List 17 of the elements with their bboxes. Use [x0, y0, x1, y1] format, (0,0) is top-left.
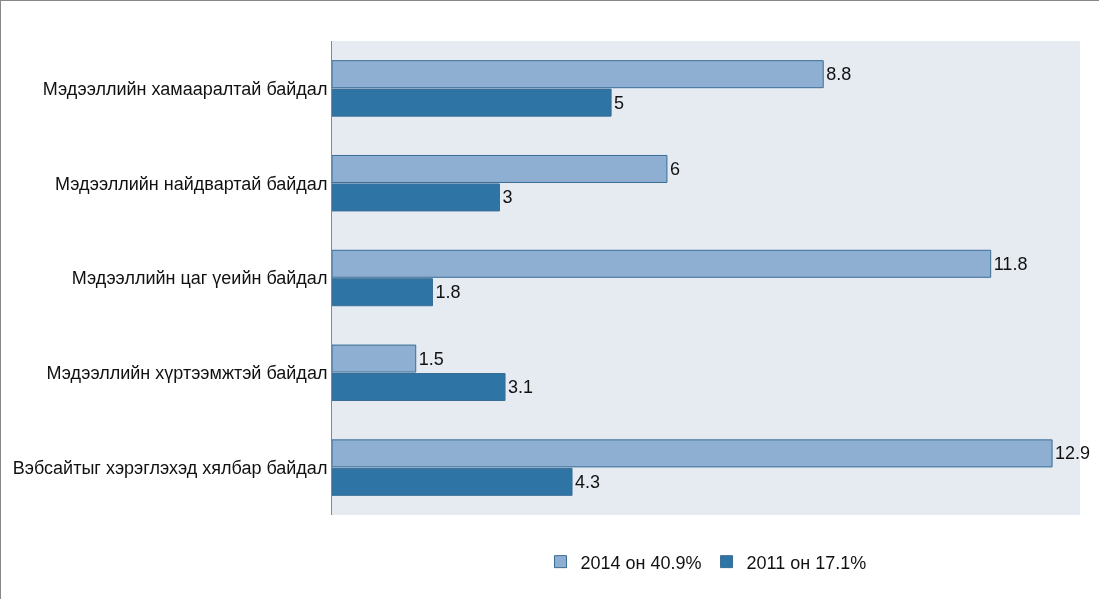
- data-label: 12.9: [1055, 443, 1091, 464]
- legend-label: 2014 он 40.9%: [580, 552, 702, 573]
- y-tick-label: Мэдээллийн цаг үеийн байдал: [71, 268, 328, 289]
- data-label: 3: [502, 187, 513, 208]
- data-label: 1.5: [418, 348, 444, 369]
- data-label: 1.8: [435, 282, 461, 303]
- y-tick-label: Мэдээллийн найдвартай байдал: [55, 173, 328, 194]
- data-label: 3.1: [508, 377, 534, 398]
- data-label: 11.8: [993, 253, 1028, 274]
- data-label: 6: [669, 158, 680, 179]
- data-label: 4.3: [575, 471, 601, 492]
- y-tick-label: Мэдээллийн хамааралтай байдал: [42, 78, 328, 99]
- data-label: 8.8: [826, 64, 852, 85]
- data-label: 5: [614, 92, 625, 113]
- y-tick-label: Вэбсайтыг хэрэглэхэд хялбар байдал: [12, 457, 328, 478]
- legend-label: 2011 он 17.1%: [746, 552, 867, 573]
- y-tick-label: Мэдээллийн хүртээмжтэй байдал: [46, 363, 328, 384]
